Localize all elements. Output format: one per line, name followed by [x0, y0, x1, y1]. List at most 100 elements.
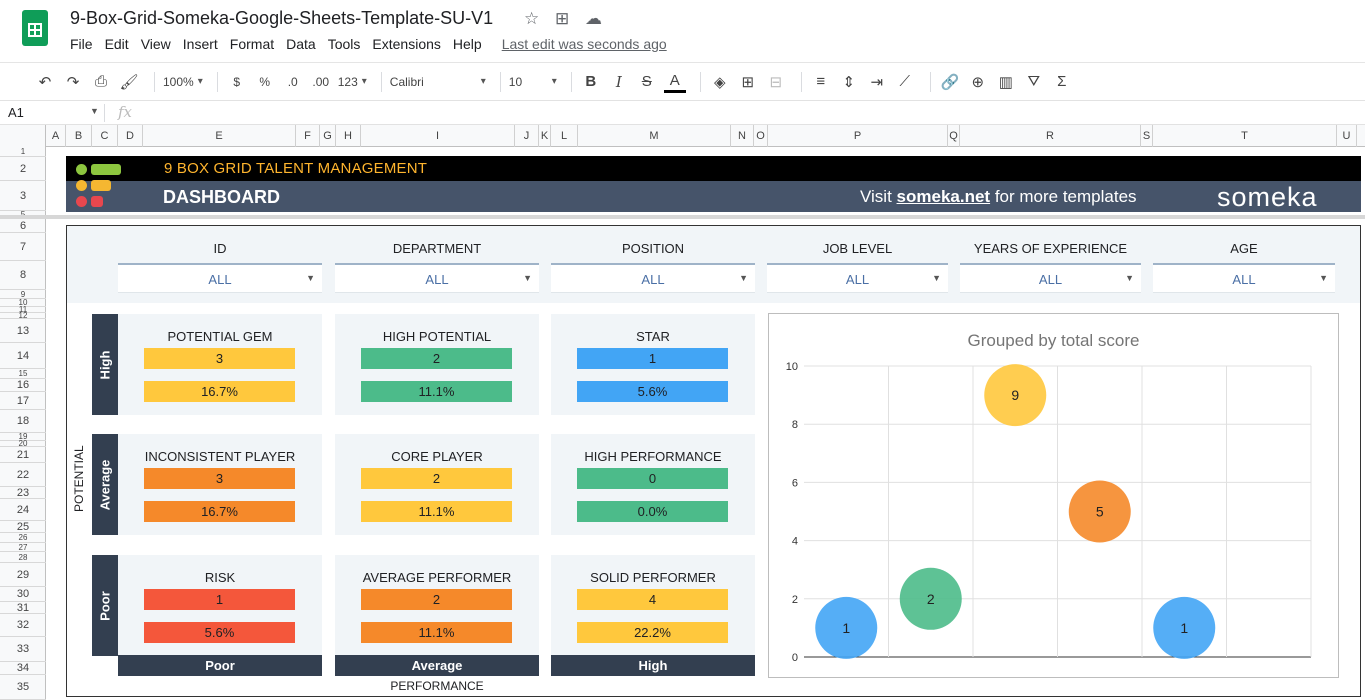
column-header[interactable]: P [768, 125, 948, 147]
column-header[interactable]: K [539, 125, 551, 147]
column-header[interactable]: C [92, 125, 118, 147]
row-header[interactable]: 23 [0, 487, 46, 499]
column-header[interactable]: E [143, 125, 296, 147]
row-header[interactable]: 15 [0, 369, 46, 379]
row-header[interactable]: 21 [0, 447, 46, 463]
column-header[interactable]: S [1141, 125, 1153, 147]
font-size-select[interactable]: 10 [509, 68, 557, 96]
dropdown-arrow-icon[interactable]: ▼ [523, 273, 532, 283]
select-all-corner[interactable] [0, 125, 46, 147]
dropdown-arrow-icon[interactable]: ▼ [306, 273, 315, 283]
column-header[interactable]: G [320, 125, 336, 147]
row-header[interactable]: 22 [0, 463, 46, 487]
row-header[interactable]: 27 [0, 543, 46, 552]
row-header[interactable]: 24 [0, 499, 46, 521]
filter-department-dropdown[interactable]: ALL ▼ [335, 263, 539, 293]
dropdown-arrow-icon[interactable]: ▼ [1319, 273, 1328, 283]
menu-insert[interactable]: Insert [182, 36, 218, 52]
percent-format-button[interactable]: % [259, 74, 271, 89]
row-header[interactable]: 6 [0, 219, 46, 233]
borders-icon[interactable]: ⊞ [741, 73, 755, 91]
row-header[interactable]: 33 [0, 637, 46, 662]
menu-format[interactable]: Format [229, 36, 275, 52]
row-header[interactable]: 13 [0, 319, 46, 343]
horizontal-align-icon[interactable]: ≡ [816, 73, 826, 90]
row-header[interactable]: 16 [0, 379, 46, 392]
cloud-saved-icon[interactable]: ☁ [585, 9, 602, 28]
bold-button[interactable]: B [585, 73, 597, 90]
row-header[interactable]: 34 [0, 662, 46, 675]
menu-file[interactable]: File [70, 36, 93, 52]
row-header[interactable]: 11 [0, 306, 46, 314]
name-box[interactable]: A1 [8, 105, 24, 120]
someka-link[interactable]: someka.net [896, 187, 991, 206]
row-header[interactable]: 35 [0, 675, 46, 700]
filter-icon[interactable]: ⛛ [1027, 73, 1041, 90]
row-header[interactable]: 1 [0, 147, 46, 157]
move-folder-icon[interactable]: ⊞ [555, 9, 570, 28]
column-header[interactable]: F [296, 125, 320, 147]
row-header[interactable]: 31 [0, 602, 46, 614]
more-formats-button[interactable]: 123 [338, 68, 367, 96]
filter-age-dropdown[interactable]: ALL ▼ [1153, 263, 1335, 293]
redo-icon[interactable]: ↷ [66, 73, 80, 91]
row-header[interactable]: 12 [0, 312, 46, 320]
star-icon[interactable]: ☆ [524, 9, 540, 28]
last-edit-link[interactable]: Last edit was seconds ago [501, 36, 667, 52]
chevron-down-icon[interactable]: ▼ [90, 106, 99, 116]
row-header[interactable]: 8 [0, 261, 46, 290]
text-rotation-icon[interactable]: ⟋ [899, 73, 911, 90]
row-header[interactable]: 3 [0, 181, 46, 211]
column-header[interactable]: T [1153, 125, 1337, 147]
column-header[interactable]: N [731, 125, 754, 147]
column-header[interactable]: O [754, 125, 768, 147]
column-header[interactable]: M [578, 125, 731, 147]
increase-decimal-button[interactable]: .00 [312, 74, 330, 89]
text-color-button[interactable]: A [663, 71, 686, 93]
fill-color-icon[interactable]: ◈ [714, 73, 726, 91]
vertical-align-icon[interactable]: ⇕ [842, 73, 856, 91]
column-header[interactable]: L [551, 125, 578, 147]
strikethrough-button[interactable]: S [641, 73, 652, 90]
insert-chart-icon[interactable]: ▥ [998, 73, 1013, 91]
insert-comment-icon[interactable]: ⊕ [971, 73, 985, 91]
row-header[interactable]: 32 [0, 614, 46, 637]
row-header[interactable]: 10 [0, 299, 46, 307]
paint-format-icon[interactable]: 🖌 [119, 73, 139, 91]
text-wrap-icon[interactable]: ⇥ [870, 73, 884, 91]
row-header[interactable]: 20 [0, 440, 46, 448]
column-header[interactable]: Q [948, 125, 960, 147]
merge-cells-icon[interactable]: ⊟ [769, 73, 783, 91]
row-header[interactable]: 19 [0, 433, 46, 441]
menu-tools[interactable]: Tools [327, 36, 361, 52]
column-header[interactable]: D [118, 125, 143, 147]
italic-button[interactable]: I [615, 72, 622, 91]
filter-position-dropdown[interactable]: ALL ▼ [551, 263, 755, 293]
document-title[interactable]: 9-Box-Grid-Someka-Google-Sheets-Template… [70, 8, 494, 28]
row-header[interactable]: 30 [0, 587, 46, 602]
column-header[interactable]: B [66, 125, 92, 147]
row-header[interactable]: 28 [0, 552, 46, 563]
row-header[interactable]: 29 [0, 563, 46, 587]
filter-years-dropdown[interactable]: ALL ▼ [960, 263, 1141, 293]
sheets-logo-icon[interactable] [22, 10, 48, 46]
insert-link-icon[interactable]: 🔗 [940, 73, 960, 91]
column-header[interactable]: A [46, 125, 66, 147]
row-header[interactable]: 17 [0, 392, 46, 410]
row-header[interactable]: 26 [0, 533, 46, 543]
filter-job-level-dropdown[interactable]: ALL ▼ [767, 263, 948, 293]
row-header[interactable]: 18 [0, 410, 46, 433]
dropdown-arrow-icon[interactable]: ▼ [932, 273, 941, 283]
row-header[interactable]: 7 [0, 233, 46, 261]
row-header[interactable]: 14 [0, 343, 46, 369]
filter-id-dropdown[interactable]: ALL ▼ [118, 263, 322, 293]
decrease-decimal-button[interactable]: .0 [287, 74, 298, 89]
column-header[interactable]: J [515, 125, 539, 147]
zoom-select[interactable]: 100% [163, 68, 203, 96]
currency-format-button[interactable]: $ [233, 74, 241, 89]
menu-extensions[interactable]: Extensions [372, 36, 441, 52]
column-header[interactable]: I [361, 125, 515, 147]
menu-edit[interactable]: Edit [104, 36, 129, 52]
row-header[interactable]: 25 [0, 521, 46, 533]
print-icon[interactable]: ⎙ [94, 73, 107, 90]
